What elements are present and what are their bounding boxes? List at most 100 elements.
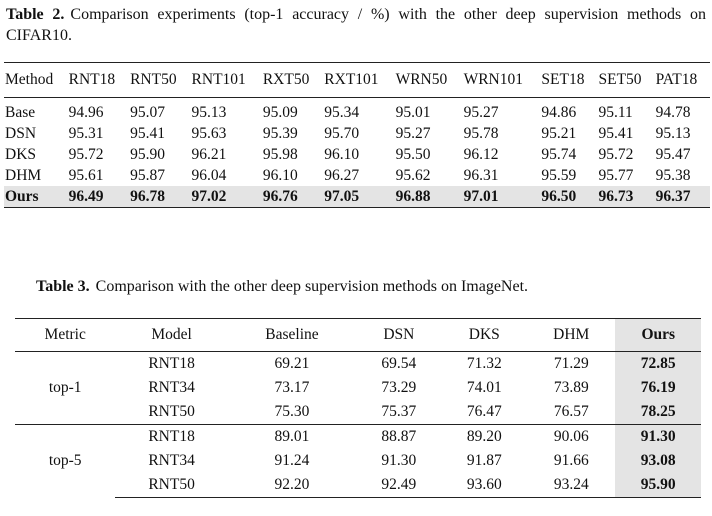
table-cell: 95.59 xyxy=(541,166,577,184)
table-cell: 96.21 xyxy=(191,145,227,163)
table-cell: Ours xyxy=(4,186,68,208)
table: Method RNT18 RNT50 RNT101 RXT50 RXT101 WRN50 WR… xyxy=(4,62,710,208)
table-cell: 96.04 xyxy=(191,166,227,184)
table-cell: RNT50 xyxy=(148,403,195,420)
table-cell: 96.31 xyxy=(463,166,499,184)
table-cell: 95.38 xyxy=(655,166,691,184)
table-cell: 95.34 xyxy=(324,103,360,121)
table-caption: Table 2. Comparison experiments (top-1 ac… xyxy=(6,4,706,46)
table-cell: 94.86 xyxy=(541,103,577,121)
header-cell: DSN xyxy=(356,318,442,352)
table-label: Table 3. xyxy=(36,278,90,295)
table-cell: 93.08 xyxy=(615,449,701,473)
table-cell: 73.17 xyxy=(274,379,310,396)
header-cell: SET50 xyxy=(597,62,655,98)
table-cell: 72.85 xyxy=(615,351,701,376)
table-cell: 96.50 xyxy=(540,186,598,208)
table-cell: 95.90 xyxy=(130,145,165,163)
table-cell: 74.01 xyxy=(466,379,502,396)
table-cell: 71.29 xyxy=(553,355,589,372)
table-row: top-5 RNT18 89.01 88.87 89.20 90.06 91.30 xyxy=(15,424,701,498)
table-cell: 71.32 xyxy=(466,355,502,372)
table-cell: 94.96 xyxy=(68,103,104,121)
table-cell: 96.76 xyxy=(261,186,324,208)
table-cell: 96.12 xyxy=(463,145,499,163)
header-cell: Metric xyxy=(15,318,116,352)
header-cell: RNT18 xyxy=(67,62,130,98)
table-cell: RNT50 xyxy=(115,473,228,498)
table-cell: 92.49 xyxy=(356,473,442,498)
table-cell: 95.21 xyxy=(541,124,577,142)
table-cell: 91.30 xyxy=(381,452,417,469)
header-cell: RXT101 xyxy=(323,62,395,98)
table-cell: 96.10 xyxy=(262,166,298,184)
caption-text: Comparison with the other deep supervisi… xyxy=(95,278,529,295)
table-cell: 95.27 xyxy=(463,103,499,121)
table-cell: 95.50 xyxy=(395,145,431,163)
table-row: Base 94.96 95.07 95.13 95.09 95.34 95.01 95.27 9… xyxy=(4,98,710,124)
header-cell: DKS xyxy=(441,318,528,352)
table-cell: 95.41 xyxy=(598,124,634,142)
table-cell: 95.07 xyxy=(130,103,165,121)
header-cell: SET18 xyxy=(540,62,598,98)
table-cell: 73.29 xyxy=(381,379,417,396)
table-cell: 96.73 xyxy=(597,186,655,208)
table-cell: 97.02 xyxy=(190,186,262,208)
table-cell: 97.01 xyxy=(462,186,541,208)
table-label: Table 2. xyxy=(6,6,65,23)
table-cell: 76.19 xyxy=(615,376,701,400)
table-cell: 95.39 xyxy=(262,124,298,142)
table-cell: Base xyxy=(5,103,36,121)
table-row: DSN 95.31 95.41 95.63 95.39 95.70 95.27 95.78 95… xyxy=(4,123,710,144)
table-cell: 69.54 xyxy=(381,355,417,372)
table-cell: 69.21 xyxy=(274,355,310,372)
table-cell: DKS xyxy=(5,145,37,163)
table-cell: RNT34 xyxy=(148,379,195,396)
header-cell: WRN50 xyxy=(394,62,463,98)
table-cell: RNT18 xyxy=(115,424,228,449)
header-cell: Baseline xyxy=(227,318,357,352)
header-cell: Model xyxy=(115,318,228,352)
table-cell: 95.09 xyxy=(262,103,298,121)
table-cell: 95.72 xyxy=(68,145,104,163)
table-row: top-1 RNT18 69.21 69.54 71.32 71.29 72.85 xyxy=(15,351,701,396)
table-cell: 96.37 xyxy=(654,186,710,208)
header-cell: DHM xyxy=(527,318,616,352)
table-cell: DHM xyxy=(5,166,42,184)
table-cell: 75.37 xyxy=(381,403,417,420)
table-cell: 75.30 xyxy=(274,403,310,420)
table-row: Ours 96.49 96.78 97.02 96.76 97.05 96.88 97.01 9… xyxy=(4,186,710,208)
table-row: DHM 95.61 95.87 96.04 96.10 96.27 95.62 96.31 95… xyxy=(4,165,710,186)
table-row: DKS 95.72 95.90 96.21 95.98 96.10 95.50 96.12 95… xyxy=(4,144,710,165)
table-cell: 95.47 xyxy=(655,145,691,163)
table-cell: 91.87 xyxy=(466,452,502,469)
table-cell: 95.01 xyxy=(395,103,431,121)
table-row: RNT50 75.30 75.37 76.47 76.57 78.25 xyxy=(15,400,701,425)
table-cell: 78.25 xyxy=(615,400,701,425)
table-cell: 95.74 xyxy=(541,145,577,163)
table-cell: 94.78 xyxy=(655,103,691,121)
table-row: RNT50 92.20 92.49 93.60 93.24 95.90 xyxy=(15,473,701,498)
table-cell: 95.98 xyxy=(262,145,298,163)
table-row: RNT34 91.24 91.30 91.87 91.66 93.08 xyxy=(15,449,701,473)
table-cell: 95.41 xyxy=(130,124,165,142)
table-cell: 91.30 xyxy=(615,424,701,449)
table-cell: 95.11 xyxy=(598,103,633,121)
table-cell: 96.78 xyxy=(129,186,191,208)
table-cell: 76.47 xyxy=(466,403,502,420)
table: Metric Model Baseline DSN DKS DHM Ours top-1 RNT… xyxy=(15,318,701,498)
header-cell: PAT18 xyxy=(654,62,710,98)
table-cell: 95.27 xyxy=(395,124,431,142)
table-cell: 95.13 xyxy=(655,124,691,142)
header-row: Metric Model Baseline DSN DKS DHM Ours xyxy=(15,318,701,352)
table-cell: 96.27 xyxy=(324,166,360,184)
table-cell: 96.10 xyxy=(324,145,360,163)
table-cell: 95.61 xyxy=(68,166,104,184)
table-cell: 97.05 xyxy=(323,186,395,208)
table-cell: 89.01 xyxy=(227,424,357,449)
header-cell: WRN101 xyxy=(462,62,541,98)
table-cell: 95.90 xyxy=(615,473,701,498)
header-cell: RNT101 xyxy=(190,62,262,98)
table-cell: 88.87 xyxy=(356,424,442,449)
